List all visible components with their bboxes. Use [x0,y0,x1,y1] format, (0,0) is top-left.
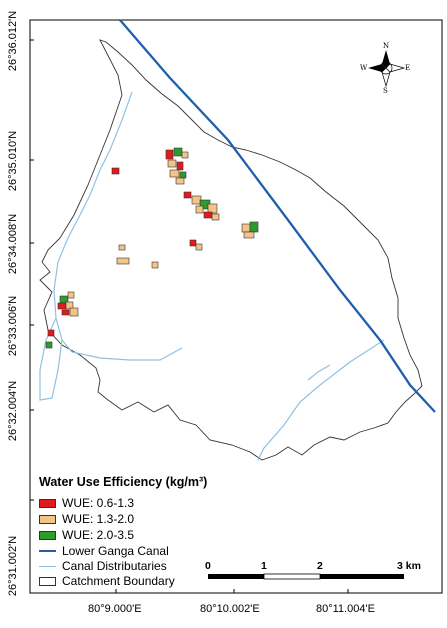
lon-label-1: 80°9.000'E [88,603,142,615]
lon-label-3: 80°11.004'E [316,603,375,615]
legend-item-wue-high: WUE: 2.0-3.5 [39,528,135,542]
legend-label: Catchment Boundary [62,574,175,588]
north-label-w: W [360,64,368,72]
lat-label-5: 26°32.004'N [7,380,19,442]
swatch-distributary-line [39,565,56,567]
parcel [118,244,126,251]
parcel [211,213,220,221]
lon-label-2: 80°10.002'E [200,603,260,615]
parcel [65,301,74,310]
north-label-n: N [383,42,390,50]
parcel [176,161,184,171]
legend-label: WUE: 1.3-2.0 [62,512,135,526]
canal-distributaries [39,91,385,461]
north-label-s: S [383,87,388,95]
parcel [203,211,213,219]
legend-item-wue-mid: WUE: 1.3-2.0 [39,512,135,526]
swatch-green [39,530,56,540]
scale-tick-2: 2 [317,560,323,572]
wue-parcels [45,147,259,349]
parcel [181,151,189,159]
legend-item-wue-low: WUE: 0.6-1.3 [39,496,135,510]
swatch-red [39,498,56,508]
parcel [45,341,53,349]
parcel [189,239,197,247]
map-border [29,19,443,594]
parcel [47,329,55,337]
legend-label: Lower Ganga Canal [62,544,169,558]
parcel [241,223,251,233]
scale-bar [208,573,404,580]
parcel [207,203,218,214]
lat-label-3: 26°34.008'N [7,213,19,275]
lat-label-6: 26°31.002'N [7,535,19,597]
lat-label-2: 26°35.010'N [7,130,19,192]
parcel [175,177,185,185]
scale-tick-0: 0 [205,560,211,572]
parcel [151,261,159,269]
swatch-tan [39,514,56,524]
parcel [116,257,130,265]
distributary-east [257,339,385,461]
legend-label: WUE: 2.0-3.5 [62,528,135,542]
parcel [57,302,67,310]
swatch-boundary [39,576,56,586]
legend-item-boundary: Catchment Boundary [39,574,175,588]
legend-title: Water Use Efficiency (kg/m³) [39,475,208,489]
parcel [165,149,174,160]
lower-ganga-canal [119,19,436,413]
legend-label: Canal Distributaries [62,559,167,573]
parcel [249,221,259,233]
distributary-main [53,91,183,361]
parcel [173,147,183,157]
parcel [167,159,177,168]
parcel [69,307,79,317]
graticule-ticks [30,39,349,593]
parcel [61,309,70,316]
parcel [195,205,204,214]
north-label-e: E [405,64,411,72]
parcel [67,291,75,299]
parcel [183,191,192,199]
legend-item-distributary: Canal Distributaries [39,559,167,573]
parcel [191,195,202,205]
parcel [169,169,180,178]
scale-tick-1: 1 [261,560,267,572]
parcel [111,167,120,175]
swatch-canal-line [39,550,56,552]
legend-item-canal: Lower Ganga Canal [39,544,169,558]
parcel [179,171,187,179]
scale-tick-3: 3 km [397,560,421,572]
compass-rose-icon [368,50,406,88]
lat-label-1: 26°36.012'N [7,10,19,72]
distributary-west [39,317,63,401]
catchment-boundary [39,39,423,461]
legend-label: WUE: 0.6-1.3 [62,496,135,510]
distributary-short [307,364,331,381]
lat-label-4: 26°33.006'N [7,295,19,357]
parcel [243,231,255,239]
parcel [195,243,203,251]
